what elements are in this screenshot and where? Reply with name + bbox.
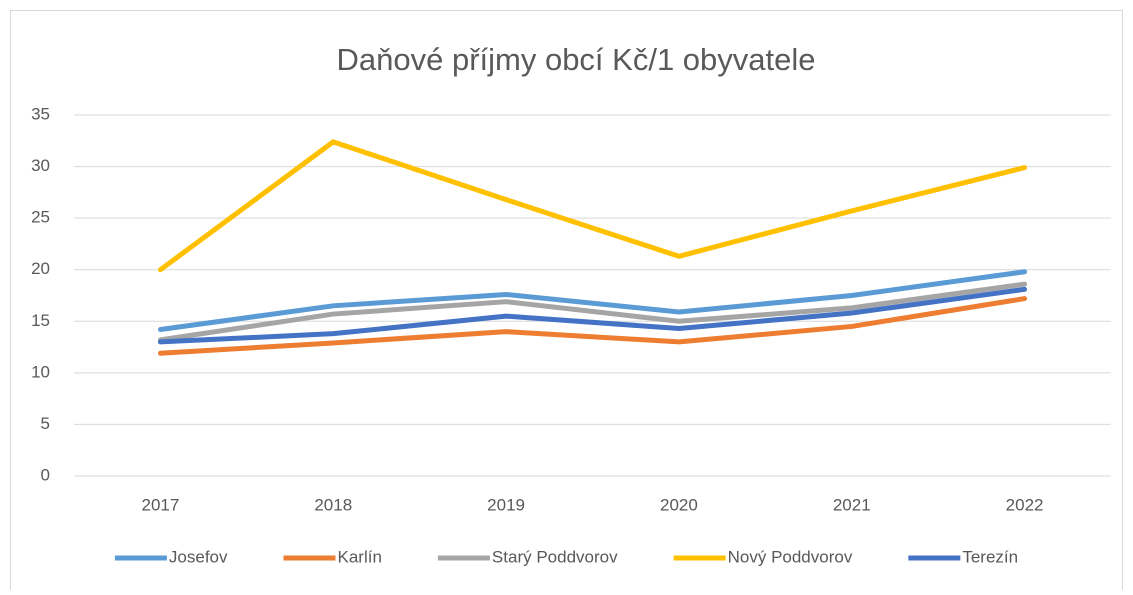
legend-label: Josefov [169,547,228,566]
y-tick-label: 20 [31,259,50,278]
x-tick-label: 2022 [1006,495,1044,514]
x-tick-label: 2018 [314,495,352,514]
y-tick-label: 30 [31,156,50,175]
y-tick-label: 10 [31,362,50,381]
series-line [157,281,1028,343]
x-tick-label: 2020 [660,495,698,514]
y-tick-label: 25 [31,208,50,227]
legend-label: Karlín [338,547,382,566]
chart-title: Daňové příjmy obcí Kč/1 obyvatele [336,42,815,77]
series-line [157,286,1028,345]
y-tick-label: 0 [41,465,50,484]
x-tick-label: 2021 [833,495,871,514]
legend-label: Nový Poddvorov [728,547,853,566]
y-tick-label: 15 [31,311,50,330]
x-tick-label: 2019 [487,495,525,514]
series-line [157,296,1028,356]
y-tick-label: 5 [41,414,50,433]
legend-label: Starý Poddvorov [492,547,618,566]
series-line [157,269,1028,333]
y-tick-label: 35 [31,104,50,123]
x-tick-label: 2017 [142,495,180,514]
legend-label: Terezín [962,547,1018,566]
series-line [157,139,1028,273]
